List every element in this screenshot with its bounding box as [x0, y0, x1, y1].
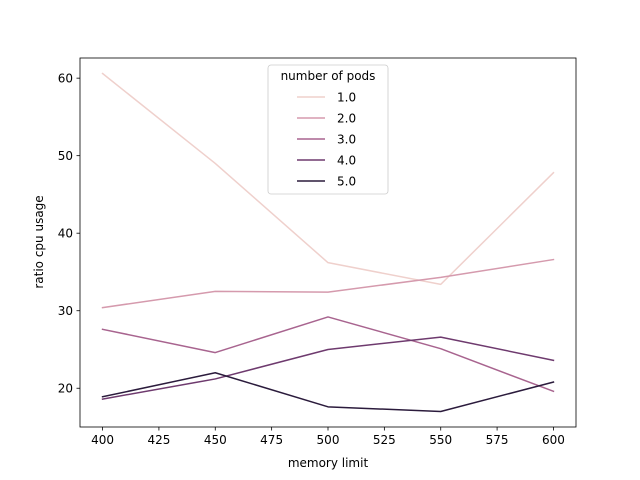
legend-title: number of pods: [281, 69, 376, 83]
legend-label-1.0: 1.0: [337, 90, 356, 104]
legend-label-5.0: 5.0: [337, 174, 356, 188]
legend-label-2.0: 2.0: [337, 111, 356, 125]
y-tick-label: 60: [58, 71, 73, 85]
series-line-3.0: [101, 316, 555, 393]
series-layer: [101, 72, 555, 413]
x-tick-label: 450: [204, 433, 227, 447]
legend-label-4.0: 4.0: [337, 153, 356, 167]
legend-frame: [267, 64, 389, 195]
series-line-5.0: [101, 371, 555, 413]
legend-label-3.0: 3.0: [337, 132, 356, 146]
y-tick-label: 40: [58, 226, 73, 240]
legend: number of pods 1.0 2.0 3.0 4.0 5.0: [267, 64, 389, 195]
x-tick-label: 400: [91, 433, 114, 447]
legend-items: 1.0 2.0 3.0 4.0 5.0: [297, 90, 356, 188]
x-tick-label: 575: [486, 433, 509, 447]
y-tick-label: 20: [58, 382, 73, 396]
series-line-4.0: [101, 336, 555, 400]
x-tick-label: 525: [373, 433, 396, 447]
y-axis-label: ratio cpu usage: [32, 195, 46, 288]
series-line-1.0: [101, 72, 555, 286]
y-tick-label: 30: [58, 304, 73, 318]
x-tick-label: 425: [147, 433, 170, 447]
x-axis-ticks: 400 425 450 475 500 525 550 575 600: [91, 427, 565, 447]
y-axis-ticks: 20 30 40 50 60: [58, 71, 80, 396]
series-line-2.0: [101, 258, 555, 309]
x-tick-label: 500: [317, 433, 340, 447]
x-axis-label: memory limit: [288, 456, 369, 470]
x-tick-label: 600: [542, 433, 565, 447]
x-tick-label: 550: [429, 433, 452, 447]
x-tick-label: 475: [260, 433, 283, 447]
y-tick-label: 50: [58, 149, 73, 163]
